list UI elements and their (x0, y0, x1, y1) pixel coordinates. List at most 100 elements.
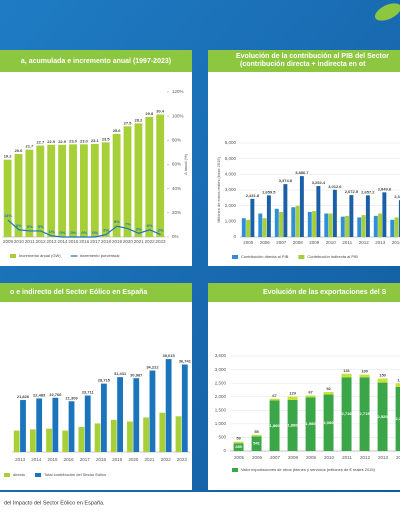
chart-subtitle: (contribución directa + indirecta en ot (240, 61, 366, 68)
data-label: 22,483 (33, 393, 46, 398)
bar (323, 392, 334, 395)
data-label: 2,362 (396, 416, 400, 421)
bar (377, 378, 388, 383)
legend-label: Total contribución del Sector Eólico (44, 472, 107, 477)
bar (69, 144, 77, 237)
legend-label: Contribución directa al PIB (241, 254, 289, 259)
panel-header (208, 283, 400, 302)
bar (58, 144, 67, 237)
x-tick-label: 2016 (64, 457, 75, 462)
data-label: 1,860 (270, 423, 281, 428)
data-label: 1% (49, 229, 55, 234)
bar (291, 207, 296, 237)
data-label: 2,520 (378, 414, 389, 419)
bar (340, 216, 345, 237)
bar (316, 186, 321, 237)
bar (84, 395, 91, 452)
bar (365, 195, 370, 237)
x-tick-label: 2019 (112, 457, 123, 462)
legend-label: Incremento anual (GW) (19, 253, 61, 258)
data-label: 55 (254, 429, 259, 434)
bar (307, 211, 312, 237)
x-tick-label: 2014 (31, 457, 42, 462)
data-label: 1,980 (306, 421, 317, 426)
bar (127, 421, 133, 452)
data-label: 150 (379, 373, 386, 378)
x-tick-label: 2019 (112, 239, 123, 244)
chart-panel: a, acumulada e incremento anual (1997-20… (0, 50, 192, 266)
y-tick-label: 6,000 (225, 140, 237, 145)
data-label: 23,711 (82, 390, 95, 395)
data-label: 28.2 (135, 117, 144, 122)
y-tick-label: 1,000 (215, 421, 227, 426)
panel-header (208, 50, 400, 72)
data-label: 0% (81, 230, 87, 235)
bar (101, 142, 110, 237)
bar (36, 145, 45, 237)
bar (345, 215, 350, 237)
leaf-icon (374, 3, 400, 21)
legend-swatch (232, 255, 238, 259)
bar (79, 144, 88, 237)
bar (3, 159, 12, 237)
data-label: 6% (147, 223, 153, 228)
data-label: 7% (125, 222, 131, 227)
data-label: 0% (70, 230, 76, 235)
x-tick-label: 2007 (276, 240, 287, 245)
x-tick-label: 2014 (392, 240, 400, 245)
legend-swatch (10, 254, 16, 258)
bar (251, 434, 262, 437)
y2-axis-title: Δ anual (%) (183, 153, 188, 174)
data-label: 127 (397, 378, 400, 383)
bar (274, 208, 279, 237)
panel-header (0, 283, 192, 302)
y2-tick-label: 0% (172, 234, 179, 239)
x-tick-label: 2006 (260, 240, 271, 245)
y-tick-label: 2,500 (215, 380, 227, 385)
data-label: 30.4 (156, 109, 165, 114)
y-tick-label: 3,500 (215, 353, 227, 358)
data-label: 20.6 (15, 148, 24, 153)
x-tick-label: 2018 (96, 457, 107, 462)
x-tick-label: 2015 (47, 457, 58, 462)
x-tick-label: 2009 (3, 239, 14, 244)
bar (357, 217, 362, 237)
bar (377, 382, 388, 451)
line (7, 219, 161, 238)
x-tick-label: 2010 (324, 455, 335, 460)
y2-tick-label: 20% (172, 210, 181, 215)
x-tick-label: 2022 (161, 457, 172, 462)
data-label: 21,826 (17, 394, 30, 399)
y2-tick-label: 100% (172, 113, 184, 118)
data-label: 67 (308, 390, 313, 395)
data-label: 27.5 (124, 120, 133, 125)
data-label: 30,987 (130, 372, 143, 377)
data-label: 2,716 (342, 411, 353, 416)
x-tick-label: 2022 (145, 239, 156, 244)
bar (262, 218, 267, 237)
bar (269, 398, 280, 401)
bar (29, 429, 36, 452)
bar (149, 370, 156, 452)
bar (305, 397, 316, 451)
data-label: 541 (253, 441, 260, 446)
data-label: 2,657.2 (361, 189, 375, 194)
y2-tick-label: 80% (172, 138, 181, 143)
x-tick-label: 2008 (293, 240, 304, 245)
bar (341, 377, 352, 451)
x-tick-label: 2011 (25, 239, 35, 244)
x-tick-label: 2016 (79, 239, 90, 244)
bar (145, 116, 154, 237)
data-label: 59 (236, 436, 241, 441)
bar (78, 427, 85, 452)
chart-title: Evolución de la contribución al PIB del … (236, 53, 389, 60)
chart-panel: o e indirecto del Sector Eólico en Españ… (0, 283, 192, 490)
bar (241, 218, 246, 237)
y-tick-label: 0 (223, 448, 226, 453)
chart-title: Evolución de las exportaciones del S (263, 289, 387, 296)
x-tick-label: 2020 (123, 239, 134, 244)
x-tick-label: 2013 (378, 455, 389, 460)
bar (101, 383, 107, 452)
bar (14, 154, 23, 237)
data-label: 2,431.8 (246, 193, 260, 198)
